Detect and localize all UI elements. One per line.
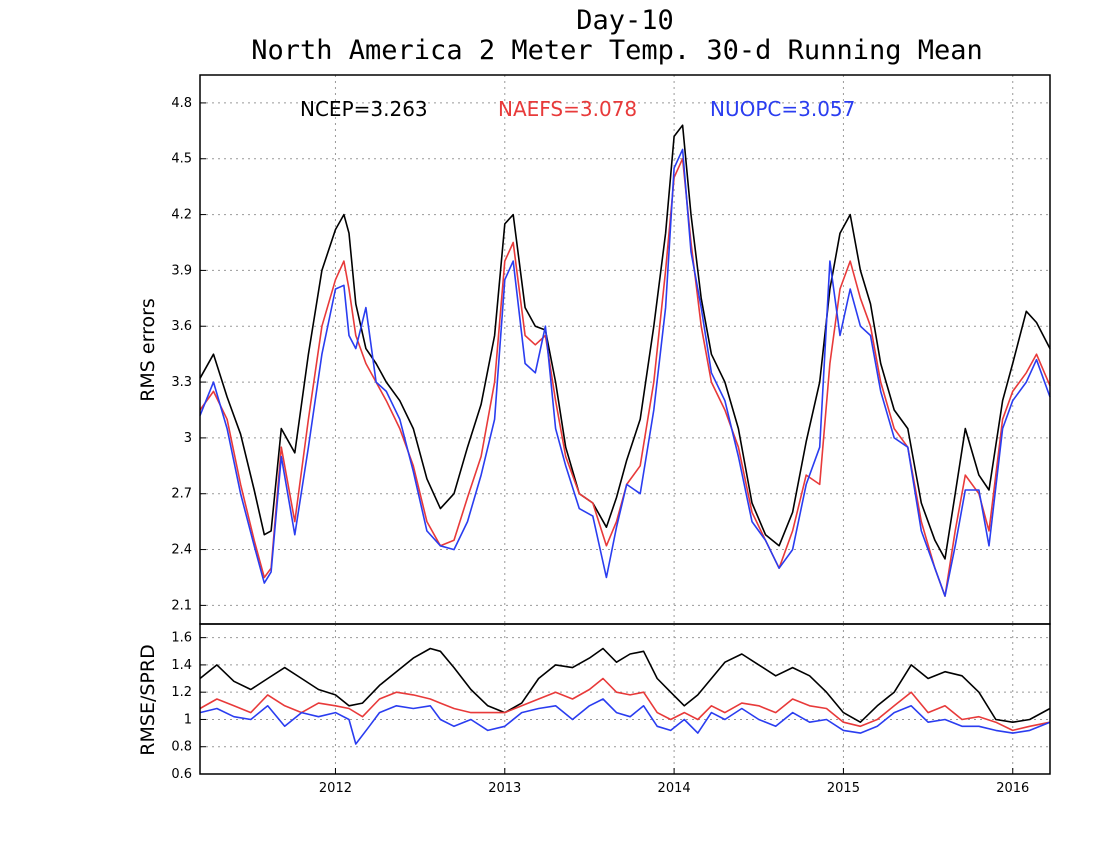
legend-naefs: NAEFS=3.078 [498, 97, 637, 121]
ratio-series-ncep [199, 647, 1051, 724]
ratio-series-naefs [199, 677, 1051, 732]
rms-errors-panel: 2.12.42.733.33.63.94.24.54.8 RMS errors … [137, 74, 1051, 625]
rms-y-tick-label: 3 [184, 431, 192, 446]
ratio-y-axis-label: RMSE/SPRD [137, 644, 159, 755]
rms-grid [200, 75, 1050, 624]
rms-y-ticks: 2.1 2.4 2.7 3 3.3 3.6 3.9 4.2 4.5 4.8 [171, 96, 206, 613]
rms-series-group [199, 124, 1051, 597]
chart-subtitle: North America 2 Meter Temp. 30-d Running… [251, 35, 983, 66]
rms-series-ncep [199, 124, 1051, 560]
rms-series-nuopc [199, 148, 1051, 597]
chart-title: Day-10 [576, 5, 674, 36]
legend-ncep: NCEP=3.263 [300, 97, 428, 121]
legend-nuopc: NUOPC=3.057 [710, 97, 855, 121]
rms-panel-frame [199, 74, 1051, 625]
ratio-grid [200, 624, 1050, 775]
rms-y-tick-label: 2.4 [171, 543, 192, 558]
rms-y-tick-label: 3.3 [171, 375, 192, 390]
rmse-sprd-panel: 0.6 0.8 1 1.2 1.4 1.6 2012 2013 2014 2015 2016 RM… [137, 623, 1051, 796]
x-tick-label: 2012 [319, 781, 352, 796]
ratio-y-tick-label: 1.2 [171, 685, 192, 700]
ratio-y-tick-label: 1.6 [171, 631, 192, 646]
ratio-y-tick-label: 0.8 [171, 740, 192, 755]
x-tick-label: 2014 [658, 781, 691, 796]
rms-y-tick-label: 2.7 [171, 487, 192, 502]
rms-y-tick-label: 4.5 [171, 152, 192, 167]
rms-y-tick-label: 4.2 [171, 208, 192, 223]
ratio-y-tick-label: 1 [184, 712, 192, 727]
rms-series-naefs [199, 157, 1051, 597]
ratio-panel-frame [199, 623, 1051, 775]
x-tick-label: 2015 [827, 781, 860, 796]
ratio-y-ticks: 0.6 0.8 1 1.2 1.4 1.6 [171, 631, 206, 782]
ratio-series-nuopc [199, 698, 1051, 745]
rms-y-tick-label: 2.1 [171, 598, 192, 613]
rms-y-axis-label: RMS errors [137, 298, 159, 402]
rms-y-tick-label: 4.8 [171, 96, 192, 111]
rms-y-tick-label: 3.6 [171, 319, 192, 334]
ratio-series-group [199, 647, 1051, 745]
x-axis-ticks: 2012 2013 2014 2015 2016 [319, 768, 1029, 796]
x-tick-label: 2016 [996, 781, 1029, 796]
ratio-y-tick-label: 1.4 [171, 658, 192, 673]
ratio-y-tick-label: 0.6 [171, 767, 192, 782]
rms-y-tick-label: 3.9 [171, 263, 192, 278]
x-tick-label: 2013 [488, 781, 521, 796]
